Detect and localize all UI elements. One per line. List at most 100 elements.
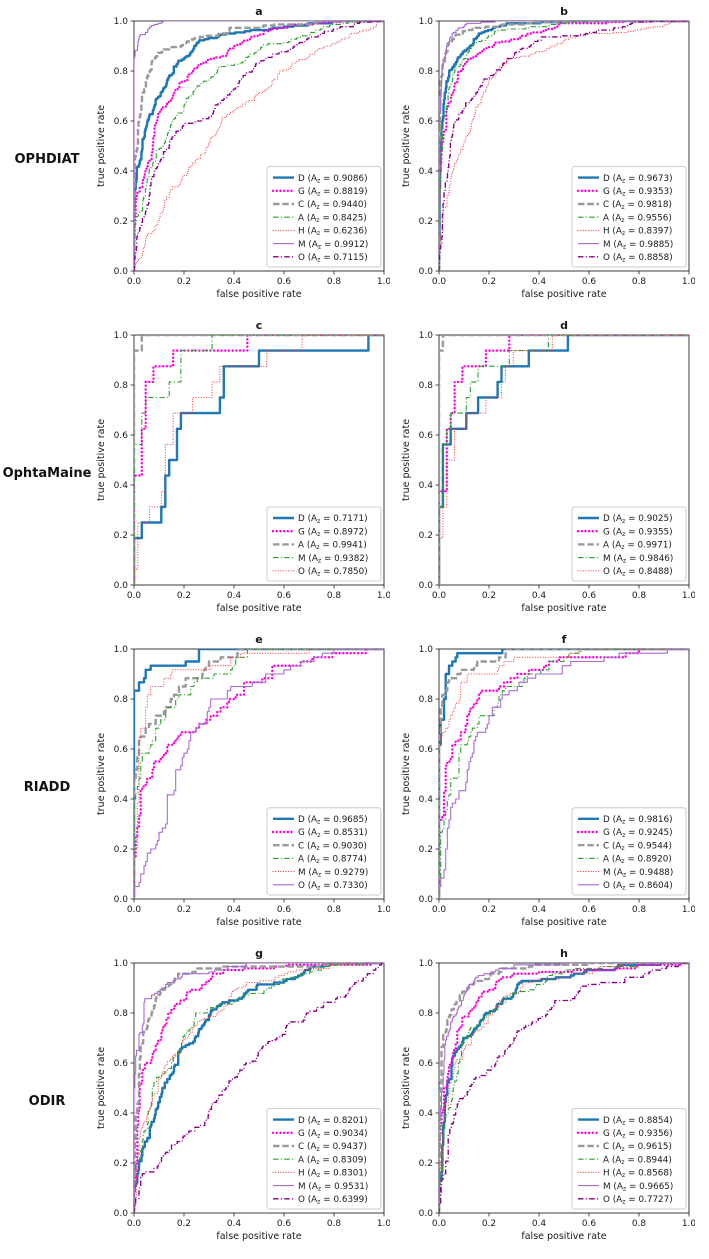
y-axis-label: true positive rate <box>96 419 107 501</box>
x-tick-label: 0.8 <box>327 905 342 915</box>
row-label-ophdiat: OPHDIAT <box>14 151 80 167</box>
legend-label-H: H (Az = 0.6236) <box>298 227 367 238</box>
x-tick-label: 1.0 <box>682 905 695 915</box>
x-tick-label: 0.4 <box>227 1219 242 1229</box>
roc-curve-A <box>439 963 689 1213</box>
y-tick-label: 0.2 <box>419 845 433 855</box>
roc-panel-f: 0.00.0 0.2 0.2 0.4 0.4 0.6 0.6 0.8 0.8 1.0 1.0 f fal… <box>401 633 695 928</box>
y-tick-label: 0.6 <box>114 431 129 441</box>
legend-box <box>571 807 687 896</box>
legend-label-M: M (Az = 0.9382) <box>298 554 368 565</box>
y-tick-label: 0.0 <box>419 1209 434 1219</box>
x-axis-label: false positive rate <box>216 917 301 928</box>
figure-row-odir: ODIR 0.0 0.0 0.2 0.2 0.4 0.4 0.6 0.6 0.8 0.8 1.0 1.0… <box>0 944 709 1258</box>
x-tick-label: 0.0 <box>127 905 142 915</box>
x-tick-label: 1.0 <box>682 1219 695 1229</box>
legend: D (Az = 0.9816) G (Az = 0.9245) C (Az = 0.… <box>571 807 687 896</box>
legend-label-D: D (Az = 0.7171) <box>298 514 368 525</box>
x-tick-label: 0.6 <box>277 1219 292 1229</box>
roc-curve-G <box>439 963 689 1213</box>
roc-curve-H <box>439 21 689 271</box>
legend-label-H: H (Az = 0.8301) <box>298 1169 367 1180</box>
x-tick-label: 0.4 <box>227 905 242 915</box>
x-tick-label: 0.6 <box>582 277 597 287</box>
x-tick-label: 0.2 <box>482 277 496 287</box>
x-tick-label: 1.0 <box>377 905 390 915</box>
roc-curve-H <box>134 21 384 271</box>
roc-panel-c: 0.00.0 0.2 0.2 0.4 0.4 0.6 0.6 0.8 0.8 1.0 1.0 c fal… <box>96 319 390 614</box>
legend-label-O: O (Az = 0.7115) <box>298 253 368 264</box>
row-label-odir: ODIR <box>28 1093 66 1109</box>
x-tick-label: 0.2 <box>177 591 191 601</box>
panel-title: a <box>255 5 262 18</box>
y-tick-label: 0.6 <box>114 745 129 755</box>
legend-box <box>571 506 687 582</box>
y-tick-label: 1.0 <box>114 645 129 655</box>
roc-curve-M <box>439 963 689 1213</box>
legend-label-G: G (Az = 0.9245) <box>603 828 673 839</box>
roc-panel-h: 0.00.0 0.2 0.2 0.4 0.4 0.6 0.6 0.8 0.8 1.0 1.0 h fal… <box>401 947 695 1242</box>
roc-curve-O <box>439 21 689 271</box>
legend-label-A: A (Az = 0.9556) <box>603 213 672 224</box>
roc-curve-H <box>134 963 384 1213</box>
y-tick-label: 0.6 <box>114 1059 129 1069</box>
roc-panel-b: 0.00.0 0.2 0.2 0.4 0.4 0.6 0.6 0.8 0.8 1.0 1.0 b fal… <box>401 5 695 300</box>
y-tick-label: 0.4 <box>419 795 434 805</box>
legend: D (Az = 0.7171) G (Az = 0.8972) A (Az = 0.… <box>266 506 382 582</box>
y-tick-label: 1.0 <box>114 17 129 27</box>
x-tick-label: 0.0 <box>127 277 142 287</box>
y-tick-label: 1.0 <box>114 331 129 341</box>
y-tick-label: 0.8 <box>419 695 434 705</box>
y-tick-label: 1.0 <box>419 17 434 27</box>
y-tick-label: 0.6 <box>419 117 434 127</box>
panel-title: d <box>560 319 568 332</box>
x-tick-label: 0.2 <box>482 905 496 915</box>
roc-curve-G <box>134 21 384 271</box>
x-tick-label: 0.6 <box>582 1219 597 1229</box>
legend-label-D: D (Az = 0.9685) <box>298 815 368 826</box>
y-tick-label: 0.8 <box>419 1009 434 1019</box>
roc-curve-G <box>134 649 384 899</box>
legend-label-A: A (Az = 0.9941) <box>298 541 367 552</box>
x-axis-label: false positive rate <box>216 289 301 300</box>
roc-curve-O <box>134 649 384 899</box>
y-tick-label: 0.8 <box>419 381 434 391</box>
legend-box <box>266 807 382 896</box>
legend-label-M: M (Az = 0.9531) <box>298 1182 368 1193</box>
legend-label-O: O (Az = 0.8604) <box>603 881 673 892</box>
y-tick-label: 0.4 <box>114 795 129 805</box>
y-tick-label: 0.8 <box>114 695 129 705</box>
x-tick-label: 0.2 <box>177 1219 191 1229</box>
x-tick-label: 0.0 <box>127 591 142 601</box>
x-tick-label: 0.8 <box>632 591 647 601</box>
y-tick-label: 0.4 <box>114 1109 129 1119</box>
roc-curve-O <box>134 21 384 271</box>
panel-group: 0.0 0.0 0.2 0.2 0.4 0.4 0.6 0.6 0.8 0.8 1.0 1.0 g fal… <box>94 947 695 1255</box>
y-tick-label: 1.0 <box>419 959 434 969</box>
legend-box <box>266 506 382 582</box>
panel-title: h <box>560 947 568 960</box>
x-tick-label: 0.8 <box>327 277 342 287</box>
x-tick-label: 0.0 <box>432 905 447 915</box>
x-tick-label: 0.4 <box>532 591 547 601</box>
legend-label-M: M (Az = 0.9665) <box>603 1182 673 1193</box>
x-axis-label: false positive rate <box>216 603 301 614</box>
y-tick-label: 0.0 <box>114 581 129 591</box>
roc-panel-g: 0.00.0 0.2 0.2 0.4 0.4 0.6 0.6 0.8 0.8 1.0 1.0 g fal… <box>96 947 390 1242</box>
x-axis-label: false positive rate <box>521 289 606 300</box>
panel-title: e <box>255 633 262 646</box>
x-tick-label: 0.0 <box>432 591 447 601</box>
roc-curve-C <box>134 649 384 899</box>
panel-group: 0.0 0.0 0.2 0.2 0.4 0.4 0.6 0.6 0.8 0.8 1.0 1.0 c fal… <box>94 319 695 627</box>
legend-label-M: M (Az = 0.9846) <box>603 554 673 565</box>
legend-box <box>266 1108 382 1210</box>
legend: D (Az = 0.8854) G (Az = 0.9356) C (Az = 0.… <box>571 1108 687 1210</box>
roc-curve-C <box>134 21 384 271</box>
x-tick-label: 1.0 <box>377 277 390 287</box>
legend-label-A: A (Az = 0.9971) <box>603 541 672 552</box>
y-tick-label: 0.2 <box>419 1159 433 1169</box>
x-tick-label: 0.8 <box>327 591 342 601</box>
x-axis-label: false positive rate <box>216 1231 301 1242</box>
y-tick-label: 0.2 <box>114 531 128 541</box>
y-axis-label: true positive rate <box>401 419 412 501</box>
